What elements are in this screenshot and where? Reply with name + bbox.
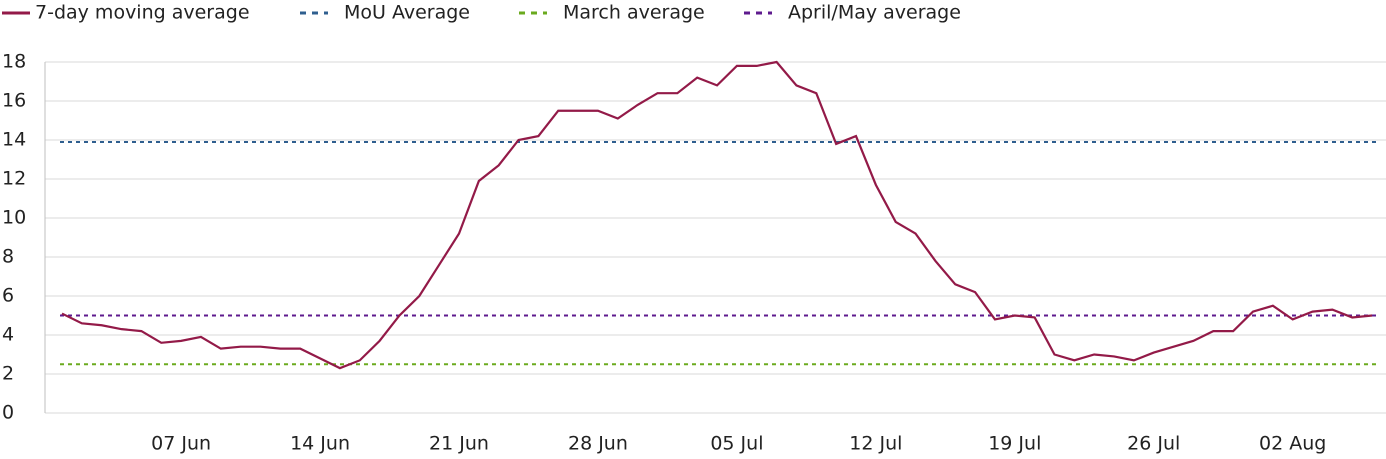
- y-tick-label: 18: [2, 51, 26, 73]
- y-tick-label: 4: [2, 324, 14, 346]
- x-tick-label: 28 Jun: [568, 433, 628, 455]
- x-tick-label: 14 Jun: [290, 433, 350, 455]
- y-tick-label: 12: [2, 168, 26, 190]
- legend-label: 7-day moving average: [35, 2, 250, 24]
- x-tick-label: 07 Jun: [151, 433, 211, 455]
- x-tick-label: 02 Aug: [1259, 433, 1326, 455]
- y-tick-label: 8: [2, 246, 14, 268]
- x-tick-label: 19 Jul: [988, 433, 1041, 455]
- x-tick-label: 12 Jul: [849, 433, 902, 455]
- x-tick-label: 26 Jul: [1127, 433, 1180, 455]
- x-tick-label: 21 Jun: [429, 433, 489, 455]
- data-line: [61, 60, 1373, 370]
- legend-label: MoU Average: [344, 2, 470, 24]
- y-tick-label: 16: [2, 90, 26, 112]
- y-tick-label: 14: [2, 129, 26, 151]
- y-tick-label: 2: [2, 363, 14, 385]
- y-tick-label: 0: [2, 402, 14, 424]
- x-tick-label: 05 Jul: [710, 433, 763, 455]
- legend-label: April/May average: [788, 2, 961, 24]
- y-tick-label: 10: [2, 207, 26, 229]
- legend-label: March average: [563, 2, 705, 24]
- y-tick-label: 6: [2, 285, 14, 307]
